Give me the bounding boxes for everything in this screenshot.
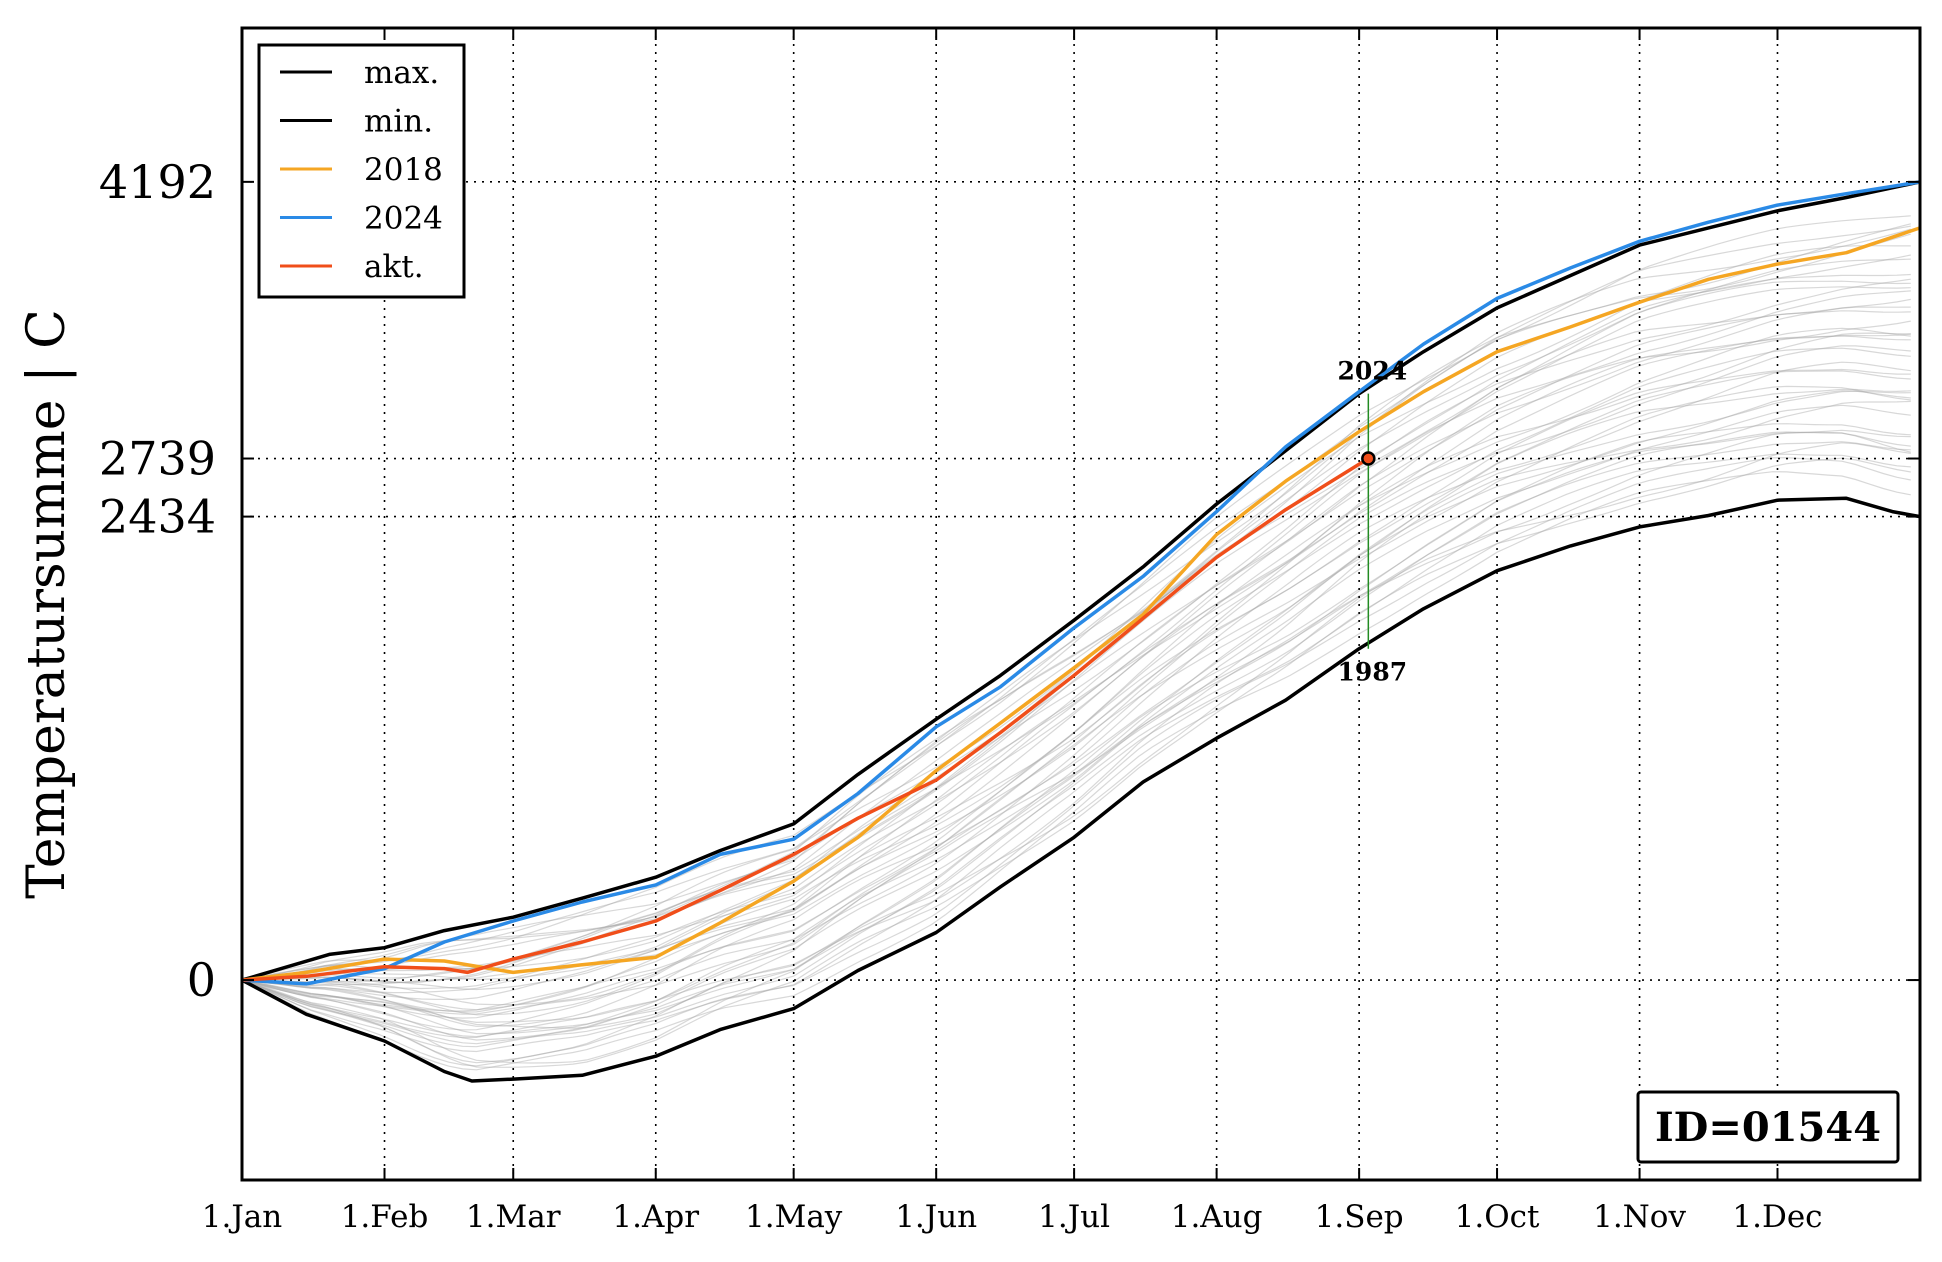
x-tick-label: 1.Jun xyxy=(895,1199,977,1235)
background-year-line xyxy=(241,442,1911,1064)
background-year-line xyxy=(241,306,1911,991)
background-year-line xyxy=(241,390,1911,1035)
background-year-line xyxy=(241,278,1911,981)
y-tick-label: 2434 xyxy=(99,490,216,544)
background-year-line xyxy=(241,453,1911,1053)
y-tick-label: 4192 xyxy=(99,155,216,209)
background-year-line xyxy=(241,404,1911,1041)
x-tick-label: 1.Jan xyxy=(202,1199,282,1235)
background-year-line xyxy=(241,223,1911,981)
id-annotation: ID=01544 xyxy=(1636,1090,1900,1164)
x-tick-label: 1.Nov xyxy=(1593,1199,1686,1235)
background-year-line xyxy=(241,286,1911,983)
series-line-2018 xyxy=(241,226,1921,982)
background-year-line xyxy=(241,431,1911,1048)
current-max-year-label: 2024 xyxy=(1338,357,1408,386)
series-group xyxy=(241,180,1921,1083)
legend-label: 2024 xyxy=(364,201,443,237)
x-tick-label: 1.Jul xyxy=(1038,1199,1110,1235)
x-axis-ticks: 1.Jan 1.Feb 1.Mar 1.Apr 1.May 1.Jun 1.Jul 1.Aug… xyxy=(202,28,1823,1235)
id-annotation-box xyxy=(1636,1090,1900,1164)
background-year-line xyxy=(241,388,1911,1015)
background-year-line xyxy=(241,385,1911,1031)
background-year-line xyxy=(241,215,1911,981)
background-year-line xyxy=(241,370,1911,1019)
background-year-line xyxy=(241,290,1911,981)
background-year-line xyxy=(241,390,1911,1024)
plot-frame xyxy=(240,26,1922,1182)
x-tick-label: 1.May xyxy=(745,1199,843,1235)
x-tick-label: 1.Sep xyxy=(1315,1199,1404,1235)
background-year-line xyxy=(241,233,1911,981)
legend-label: akt. xyxy=(364,249,424,285)
background-year-line xyxy=(241,423,1911,1039)
current-marker-group: 2024 1987 xyxy=(1338,357,1408,687)
background-year-line xyxy=(241,368,1911,1012)
background-year-line xyxy=(241,335,1911,1000)
legend: max. min. 2018 2024 akt. xyxy=(257,43,466,299)
current-value-marker xyxy=(1361,451,1376,466)
x-tick-label: 1.Oct xyxy=(1455,1199,1540,1235)
x-tick-label: 1.Feb xyxy=(341,1199,429,1235)
background-year-line xyxy=(241,225,1911,981)
background-year-line xyxy=(241,429,1911,1038)
background-year-line xyxy=(241,457,1911,1068)
legend-label: max. xyxy=(364,55,439,91)
background-year-line xyxy=(241,441,1911,1045)
series-line-min xyxy=(241,496,1921,1083)
series-line-akt xyxy=(241,457,1370,982)
legend-label: 2018 xyxy=(364,152,443,188)
y-axis-label: Temperatursumme | C xyxy=(17,309,77,899)
legend-box xyxy=(257,43,466,299)
x-tick-label: 1.Apr xyxy=(612,1199,699,1235)
y-tick-label: 2739 xyxy=(99,432,216,486)
background-year-line xyxy=(241,228,1911,981)
background-year-line xyxy=(241,431,1911,1064)
background-year-line xyxy=(241,361,1911,1027)
background-year-line xyxy=(241,333,1911,994)
x-tick-label: 1.Mar xyxy=(466,1199,561,1235)
x-tick-label: 1.Aug xyxy=(1171,1199,1263,1235)
legend-label: min. xyxy=(364,104,433,140)
background-year-line xyxy=(241,310,1911,990)
background-year-line xyxy=(241,471,1911,1071)
background-year-line xyxy=(241,345,1911,1016)
x-tick-label: 1.Dec xyxy=(1732,1199,1822,1235)
current-min-year-label: 1987 xyxy=(1338,658,1408,687)
y-tick-label: 0 xyxy=(187,953,216,1007)
background-year-line xyxy=(241,332,1911,1006)
id-annotation-text: ID=01544 xyxy=(1655,1104,1881,1151)
background-year-line xyxy=(241,347,1911,1013)
background-year-line xyxy=(241,400,1911,1029)
background-year-line xyxy=(241,327,1911,1011)
series-line-max xyxy=(241,180,1921,982)
series-line-2024 xyxy=(241,180,1921,986)
background-year-line xyxy=(241,457,1911,1067)
